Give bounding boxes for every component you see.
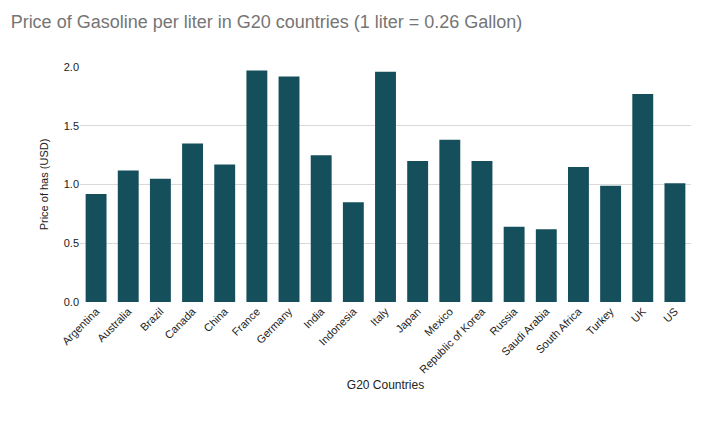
svg-text:South Africa: South Africa (533, 305, 584, 356)
svg-text:China: China (201, 305, 230, 334)
svg-text:Indonesia: Indonesia (316, 305, 359, 348)
svg-text:Germany: Germany (254, 305, 295, 346)
svg-text:0.5: 0.5 (64, 237, 79, 249)
svg-text:Saudi Arabia: Saudi Arabia (499, 305, 552, 358)
svg-text:Republic of Korea: Republic of Korea (417, 305, 488, 376)
svg-text:Australia: Australia (95, 305, 134, 344)
svg-text:Price of has (USD): Price of has (USD) (38, 139, 50, 231)
svg-text:Russia: Russia (487, 305, 520, 338)
svg-text:Canada: Canada (162, 305, 198, 341)
svg-text:0.0: 0.0 (64, 296, 79, 308)
svg-text:G20 Countries: G20 Countries (347, 378, 424, 392)
svg-text:Turkey: Turkey (584, 305, 616, 337)
svg-text:US: US (661, 305, 680, 324)
svg-text:2.0: 2.0 (64, 61, 79, 73)
svg-text:Brazil: Brazil (138, 305, 166, 333)
svg-text:1.0: 1.0 (64, 178, 79, 190)
svg-text:Mexico: Mexico (422, 305, 455, 338)
svg-text:UK: UK (629, 305, 649, 325)
svg-text:Japan: Japan (393, 305, 423, 335)
svg-text:Price of Gasoline per liter in: Price of Gasoline per liter in G20 count… (11, 12, 523, 32)
svg-text:Italy: Italy (368, 305, 391, 328)
svg-text:India: India (301, 305, 327, 331)
svg-text:1.5: 1.5 (64, 120, 79, 132)
svg-text:Argentina: Argentina (60, 305, 102, 347)
svg-text:France: France (229, 305, 262, 338)
